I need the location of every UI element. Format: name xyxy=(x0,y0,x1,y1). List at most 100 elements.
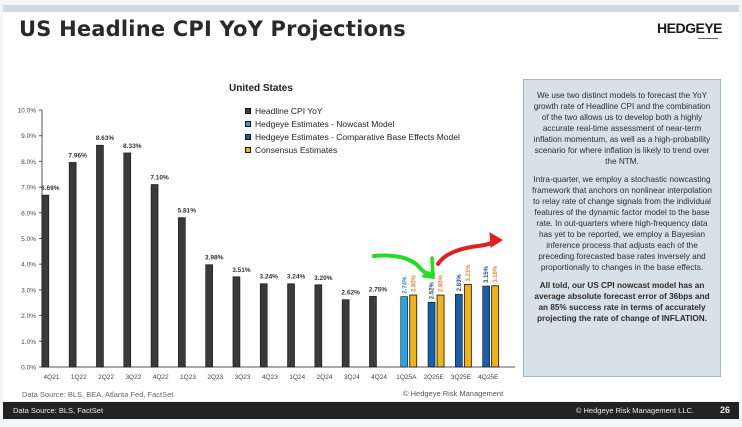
page-title: US Headline CPI YoY Projections xyxy=(19,17,406,41)
bar-hedgeye-estimate xyxy=(455,293,463,368)
chart-canvas: 0.0% 1.0% 2.0% 3.0% 4.0% 5.0% 6.0% 7.0% 8.0% 9.0%… xyxy=(18,108,515,381)
y-tick-label: 3.0% xyxy=(21,287,36,294)
y-tick-label: 0.0% xyxy=(21,365,36,372)
bar-headline-cpi xyxy=(369,296,377,368)
bar-consensus xyxy=(463,284,472,368)
y-tick-label: 4.0% xyxy=(21,262,36,269)
x-tick-label: 1Q24 xyxy=(289,374,305,381)
chart-legend: Headline CPI YoY Hedgeye Estimates - Now… xyxy=(245,104,460,156)
bar-value-label: 2.75% xyxy=(369,286,388,293)
bar-value-label: 7.96% xyxy=(68,152,87,159)
y-tick-label: 9.0% xyxy=(21,133,36,140)
chart-data-source: Data Source: BLS, BEA, Atlanta Fed, Fact… xyxy=(22,390,174,399)
y-tick-label: 7.0% xyxy=(21,185,36,192)
bar-headline-cpi xyxy=(232,276,241,368)
x-tick-label: 3Q23 xyxy=(235,374,251,381)
chart-copyright: © Hedgeye Risk Management xyxy=(403,389,504,398)
bar-value-label: 3.24% xyxy=(260,274,279,281)
y-tick-label: 8.0% xyxy=(21,159,36,166)
legend-swatch-icon xyxy=(245,146,251,153)
red-arrowhead-icon xyxy=(489,232,503,248)
green-arrowhead-icon xyxy=(422,256,435,279)
bar-headline-cpi xyxy=(178,217,186,368)
x-tick-label: 2Q22 xyxy=(98,374,114,381)
commentary-panel: We use two distinct models to forecast t… xyxy=(523,79,721,377)
legend-item-nowcast: Hedgeye Estimates - Nowcast Model xyxy=(245,117,460,130)
x-tick-label: 2Q25E xyxy=(424,374,445,381)
bar-value-label: 2.80% xyxy=(439,274,445,292)
y-tick-label: 5.0% xyxy=(21,236,36,243)
legend-label: Headline CPI YoY xyxy=(255,105,323,116)
legend-swatch-icon xyxy=(245,133,251,140)
x-tick-label: 4Q25E xyxy=(478,374,499,381)
bar-headline-cpi xyxy=(96,144,104,368)
bar-consensus xyxy=(491,285,500,368)
red-arrow-icon xyxy=(436,238,499,266)
bar-value-label: 2.52% xyxy=(430,282,436,300)
cpi-bar-chart: 0.0% 1.0% 2.0% 3.0% 4.0% 5.0% 6.0% 7.0% 8.0% 9.0%… xyxy=(0,68,520,398)
bar-headline-cpi xyxy=(341,299,350,368)
bar-headline-cpi xyxy=(287,283,295,368)
footer-data-source: Data Source: BLS, FactSet xyxy=(13,406,104,415)
window-top-bar xyxy=(3,5,739,12)
green-arrow-icon xyxy=(372,253,435,276)
footer-copyright: © Hedgeye Risk Management LLC. xyxy=(575,406,694,415)
bar-value-label: 3.24% xyxy=(287,274,306,281)
bar-headline-cpi xyxy=(41,194,50,368)
bar-value-label: 2.80% xyxy=(411,274,417,292)
bar-hedgeye-estimate xyxy=(427,301,436,368)
bar-consensus xyxy=(436,294,445,368)
commentary-paragraph-2: Intra-quarter, we employ a stochastic no… xyxy=(532,175,712,272)
commentary-paragraph-1: We use two distinct models to forecast t… xyxy=(533,91,711,166)
bar-value-label: 3.15% xyxy=(484,265,490,283)
legend-label: Hedgeye Estimates - Nowcast Model xyxy=(255,118,395,129)
bar-headline-cpi xyxy=(314,284,323,368)
x-tick-label: 4Q21 xyxy=(44,374,60,381)
x-tick-label: 4Q24 xyxy=(371,374,387,381)
commentary-summary: All told, our US CPI nowcast model has a… xyxy=(534,281,710,323)
bar-value-label: 2.83% xyxy=(457,274,463,292)
bar-value-label: 3.21% xyxy=(466,264,472,282)
x-tick-label: 3Q22 xyxy=(125,374,141,381)
bar-value-label: 3.98% xyxy=(205,255,224,262)
x-tick-label: 2Q24 xyxy=(317,374,333,381)
legend-label: Hedgeye Estimates - Comparative Base Eff… xyxy=(255,131,460,142)
x-tick-label: 2Q23 xyxy=(207,374,223,381)
footer-bar: Data Source: BLS, FactSet © Hedgeye Risk… xyxy=(3,402,739,419)
legend-item-base-effects: Hedgeye Estimates - Comparative Base Eff… xyxy=(245,130,460,143)
y-tick-label: 1.0% xyxy=(21,339,36,346)
bar-value-label: 8.33% xyxy=(123,143,142,150)
bar-headline-cpi xyxy=(150,184,159,368)
hedgeye-logo: HEDGEYE xyxy=(657,20,722,36)
y-tick-label: 2.0% xyxy=(21,313,36,320)
bar-value-label: 2.74% xyxy=(402,276,408,294)
x-tick-label: 1Q25A xyxy=(396,374,417,381)
legend-swatch-icon xyxy=(245,107,251,114)
x-tick-label: 3Q24 xyxy=(344,374,360,381)
logo-underline xyxy=(698,38,718,39)
bar-headline-cpi xyxy=(205,264,213,368)
bar-value-label: 7.10% xyxy=(150,175,169,182)
x-tick-label: 1Q23 xyxy=(180,374,196,381)
bar-value-label: 8.63% xyxy=(96,135,115,142)
bar-value-label: 5.81% xyxy=(178,208,197,215)
bar-headline-cpi xyxy=(68,162,77,368)
bar-hedgeye-estimate xyxy=(400,296,409,368)
legend-title: United States xyxy=(229,83,293,94)
x-tick-label: 4Q23 xyxy=(262,374,278,381)
bar-consensus xyxy=(409,294,418,368)
x-tick-label: 3Q25E xyxy=(451,374,472,381)
bar-value-label: 3.20% xyxy=(314,275,333,282)
legend-item-headline: Headline CPI YoY xyxy=(245,104,460,117)
bar-headline-cpi xyxy=(123,152,132,368)
y-tick-label: 6.0% xyxy=(21,210,36,217)
bar-value-label: 3.51% xyxy=(232,267,251,274)
bar-value-label: 3.16% xyxy=(493,265,499,283)
y-tick-label: 10.0% xyxy=(18,108,37,115)
bar-headline-cpi xyxy=(259,283,268,368)
legend-label: Consensus Estimates xyxy=(255,144,338,155)
x-tick-label: 1Q22 xyxy=(71,374,87,381)
bar-value-label: 2.62% xyxy=(341,290,360,297)
x-tick-label: 4Q22 xyxy=(153,374,169,381)
bar-hedgeye-estimate xyxy=(482,285,490,368)
